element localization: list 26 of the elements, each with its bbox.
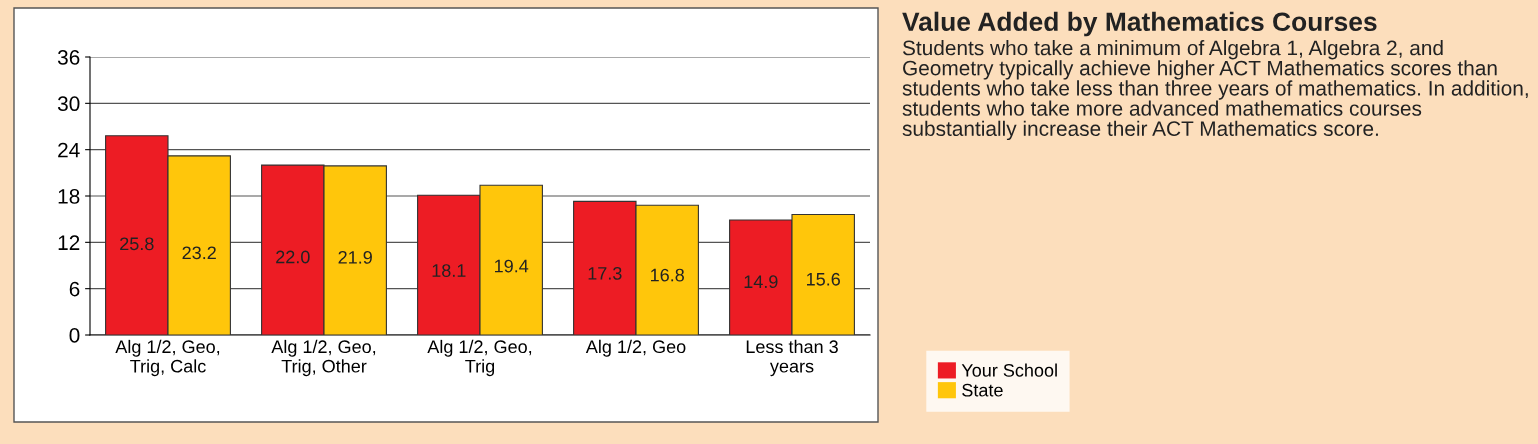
y-tick-label: 18 <box>58 189 80 204</box>
data-label: 23.2 <box>182 246 216 260</box>
y-tick-label: 0 <box>69 328 80 343</box>
y-tick-label: 30 <box>57 96 80 112</box>
data-label: 16.8 <box>651 268 684 282</box>
x-tick-label: Alg 1/2, Geo <box>585 339 686 357</box>
data-label: 14.9 <box>744 275 778 289</box>
data-label: 15.6 <box>807 272 840 286</box>
y-tick-label: 24 <box>58 142 80 158</box>
y-tick-label: 12 <box>58 235 80 250</box>
y-tick-label: 6 <box>69 281 80 297</box>
x-tick-label: Less than 3 years <box>746 339 838 377</box>
y-tick-label: 36 <box>57 50 80 65</box>
data-label: 17.3 <box>588 266 622 280</box>
data-label: 25.8 <box>120 237 154 251</box>
data-label: 21.9 <box>338 250 372 264</box>
data-label: 19.4 <box>495 259 529 273</box>
x-tick-label: Alg 1/2, Geo, Trig, Calc <box>115 339 220 377</box>
x-tick-label: Alg 1/2, Geo, Trig, Other <box>271 339 376 377</box>
text: Value Added by Mathematics Courses <box>902 11 1377 37</box>
x-tick-label: Alg 1/2, Geo, Trig <box>427 339 532 377</box>
legend-label: Your School <box>961 363 1057 377</box>
legend-label: State <box>962 383 1003 397</box>
data-label: 18.1 <box>432 264 466 277</box>
text: Students who take a minimum of Algebra 1, Algebra 2, and Geometry typically achieve higher ACT Mathematics scores than students who take less than three years of mathematics. In addition, students who take more advanced mathematics courses substantially increase their ACT Mathematics score. <box>902 40 1528 141</box>
data-label: 22.0 <box>276 250 310 264</box>
